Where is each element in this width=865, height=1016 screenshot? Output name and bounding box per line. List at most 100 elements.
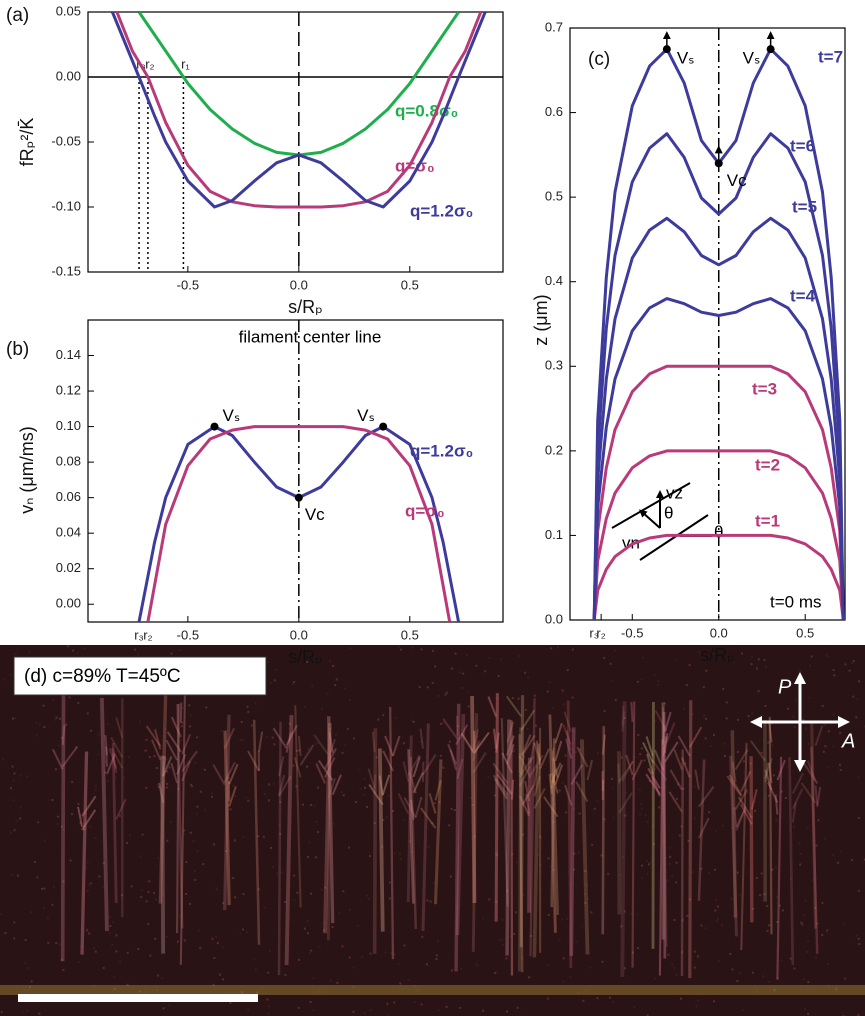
photo-noise — [582, 999, 585, 1002]
dendrite — [327, 716, 335, 924]
dendrite-branch — [150, 739, 162, 761]
photo-noise — [475, 664, 478, 667]
dendrite — [810, 746, 819, 954]
photo-noise — [342, 794, 345, 797]
photo-noise — [278, 824, 281, 827]
photo-noise — [603, 656, 606, 659]
photo-noise — [808, 664, 811, 667]
dendrite — [518, 734, 524, 973]
dendrite — [749, 756, 754, 923]
photo-noise — [612, 1001, 615, 1004]
photo-noise — [118, 814, 121, 817]
dendrite — [620, 701, 627, 977]
photo-noise — [335, 678, 338, 681]
dendrite-branch — [428, 793, 437, 814]
photo-noise — [567, 871, 570, 874]
photo-noise — [737, 718, 740, 721]
photo-noise — [14, 653, 17, 656]
dendrite — [810, 723, 818, 929]
photo-noise — [858, 942, 861, 945]
photo-label: (d) c=89% T=45ºC — [24, 666, 181, 687]
photo-noise — [778, 771, 781, 774]
curve-label: t=4 — [790, 286, 816, 305]
photo-noise — [776, 977, 779, 980]
photo-noise — [149, 954, 152, 957]
photo-noise — [827, 730, 830, 733]
x-tick-label: 0.5 — [796, 625, 814, 640]
dendrite-branch — [630, 701, 634, 722]
photo-noise — [210, 795, 213, 798]
dendrite-branch — [521, 784, 535, 806]
photo-noise — [561, 689, 564, 692]
photo-noise — [640, 802, 643, 805]
photo-noise — [46, 917, 49, 920]
photo-noise — [704, 927, 707, 930]
photo-noise — [513, 932, 516, 935]
photo-noise — [306, 919, 309, 922]
photo-noise — [71, 781, 74, 784]
dendrite-branch — [698, 786, 715, 808]
photo-noise — [13, 937, 16, 940]
photo-noise — [721, 824, 724, 827]
dendrite-branch — [506, 743, 515, 765]
y-axis-label: z (μm) — [531, 294, 551, 345]
photo-noise — [505, 957, 508, 960]
dendrite-branch — [299, 744, 315, 766]
photo-noise — [106, 723, 109, 726]
photo-noise — [295, 749, 298, 752]
dendrite-branch — [176, 753, 187, 775]
dendrite-branch — [115, 717, 124, 738]
photo-noise — [267, 1012, 270, 1015]
dendrite-branch — [563, 711, 572, 732]
photo-noise — [695, 1005, 698, 1008]
photo-noise — [431, 681, 434, 684]
photo-noise — [644, 814, 647, 817]
photo-noise — [654, 720, 657, 723]
photo-noise — [646, 1014, 649, 1016]
curve — [146, 425, 452, 622]
photo-noise — [9, 831, 12, 834]
dendrite-branch — [111, 752, 118, 773]
photo-noise — [38, 723, 41, 726]
photo-noise — [102, 966, 105, 969]
photo-noise — [518, 756, 521, 759]
photo-noise — [552, 820, 555, 823]
photo-noise — [43, 887, 46, 890]
dendrite-branch — [791, 772, 804, 794]
photo-noise — [407, 979, 410, 982]
photo-noise — [806, 826, 809, 829]
dendrite-branch — [378, 775, 384, 796]
photo-noise — [554, 802, 557, 805]
photo-noise — [623, 967, 626, 970]
dendrite — [175, 703, 180, 934]
photo-noise — [179, 739, 182, 742]
photo-noise — [153, 891, 156, 894]
photo-noise — [857, 817, 860, 820]
photo-noise — [365, 805, 368, 808]
photo-noise — [352, 1010, 355, 1013]
dendrite-branch — [677, 735, 691, 757]
photo-noise — [268, 1005, 271, 1008]
photo-noise — [476, 964, 479, 967]
photo-noise — [418, 686, 421, 689]
photo-noise — [838, 763, 841, 766]
photo-noise — [21, 1010, 24, 1013]
dendrite-branch — [410, 799, 415, 820]
photo-noise — [185, 892, 188, 895]
photo-noise — [109, 924, 112, 927]
photo-noise — [310, 892, 313, 895]
photo-noise — [115, 950, 118, 953]
photo-noise — [596, 752, 599, 755]
photo-noise — [366, 894, 369, 897]
dendrite-branch — [663, 733, 669, 754]
photo-noise — [85, 867, 88, 870]
photo-noise — [586, 897, 589, 900]
curve — [592, 216, 845, 620]
dendrite — [494, 693, 499, 922]
photo-noise — [562, 703, 565, 706]
photo-noise — [88, 884, 91, 887]
photo-noise — [857, 937, 860, 940]
dendrite-branch — [506, 735, 515, 756]
photo-noise — [266, 998, 269, 1001]
photo-noise — [309, 803, 312, 806]
